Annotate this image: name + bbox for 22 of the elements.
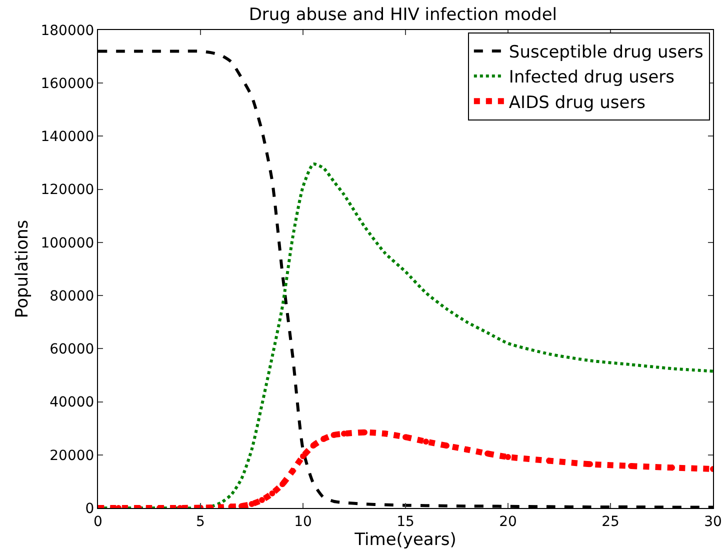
y-tick-label: 180000: [40, 22, 94, 39]
y-tick-label: 0: [85, 500, 94, 517]
x-axis-title: Time(years): [354, 530, 456, 550]
y-axis-title: Populations: [12, 220, 32, 318]
x-tick-label: 15: [396, 514, 414, 530]
y-tick-label: 120000: [40, 182, 94, 198]
y-tick-label: 160000: [40, 76, 94, 92]
legend-label: AIDS drug users: [508, 92, 646, 113]
legend-label: Infected drug users: [508, 68, 675, 88]
y-tick-label: 20000: [50, 448, 94, 464]
chart-title: Drug abuse and HIV infection model: [248, 5, 558, 26]
y-tick-label: 40000: [50, 394, 94, 411]
y-tick-label: 140000: [40, 129, 94, 146]
x-tick-label: 5: [196, 514, 205, 530]
x-tick-label: 30: [704, 514, 722, 530]
y-tick-label: 80000: [50, 288, 94, 304]
x-tick-label: 20: [499, 514, 517, 530]
legend-label: Susceptible drug users: [508, 42, 704, 63]
x-tick-label: 25: [602, 514, 620, 530]
y-tick-label: 60000: [50, 342, 94, 358]
y-tick-label: 100000: [40, 235, 94, 252]
x-tick-label: 10: [294, 514, 312, 530]
